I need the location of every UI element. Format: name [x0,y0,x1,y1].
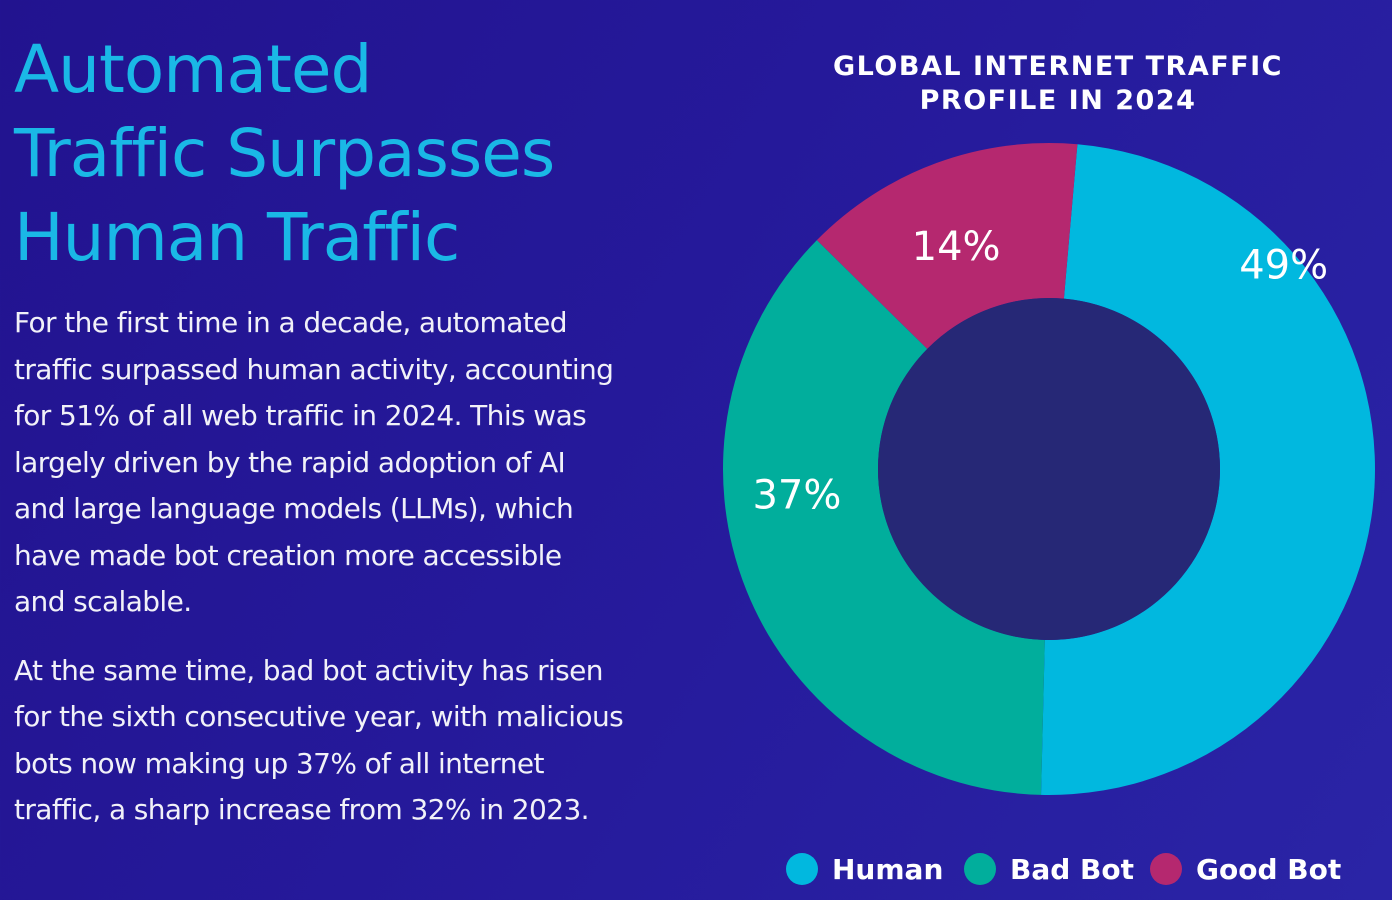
paragraph-line: and large language models (LLMs), which [14,492,574,525]
chart-title-line: GLOBAL INTERNET TRAFFIC [833,51,1283,82]
headline-line: Human Traffic [14,199,460,276]
donut-slice-good-bot [816,143,1078,349]
legend-item-bad-bot: Bad Bot [964,846,1134,892]
text-column: Automated Traffic Surpasses Human Traffi… [14,28,634,856]
headline-line: Automated [14,31,372,108]
paragraph-line: bots now making up 37% of all internet [14,746,544,780]
legend-item-good-bot: Good Bot [1150,846,1341,892]
chart-title-line: PROFILE IN 2024 [919,85,1197,116]
chart-title: GLOBAL INTERNET TRAFFIC PROFILE IN 2024 [780,50,1336,118]
legend-label-good-bot: Good Bot [1196,852,1342,886]
paragraph-line: for 51% of all web traffic in 2024. This… [14,399,587,432]
slice-label-good-bot: 14% [912,224,1001,270]
legend-swatch-human [786,853,818,885]
paragraph-line: traffic, a sharp increase from 32% in 20… [14,793,590,826]
headline-line: Traffic Surpasses [14,115,555,192]
paragraph-line: have made bot creation more accessible [14,538,562,572]
paragraph-line: largely driven by the rapid adoption of … [14,445,566,479]
legend-label-bad-bot: Bad Bot [1010,852,1134,886]
legend-swatch-good-bot [1150,853,1182,885]
paragraph-line: For the first time in a decade, automate… [14,306,568,339]
donut-chart: 49% 37% 14% [723,143,1375,795]
donut-slice-human [1041,144,1375,795]
chart-legend: Human Bad Bot Good Bot [780,846,1380,892]
paragraph-line: for the sixth consecutive year, with mal… [14,700,624,733]
paragraph-line: traffic surpassed human activity, accoun… [14,352,614,386]
headline: Automated Traffic Surpasses Human Traffi… [14,28,634,280]
donut-hole [878,298,1220,640]
legend-label-human: Human [832,852,944,886]
slice-label-human: 49% [1239,243,1328,289]
paragraph-line: and scalable. [14,585,192,618]
paragraph-line: At the same time, bad bot activity has r… [14,653,604,687]
slice-label-bad-bot: 37% [752,473,841,519]
body-text: For the first time in a decade, automate… [14,300,634,834]
paragraph-bad-bots: At the same time, bad bot activity has r… [14,648,634,834]
legend-item-human: Human [786,846,943,892]
legend-swatch-bad-bot [964,853,996,885]
donut-slice-bad-bot [723,240,1045,795]
paragraph-intro: For the first time in a decade, automate… [14,300,634,626]
